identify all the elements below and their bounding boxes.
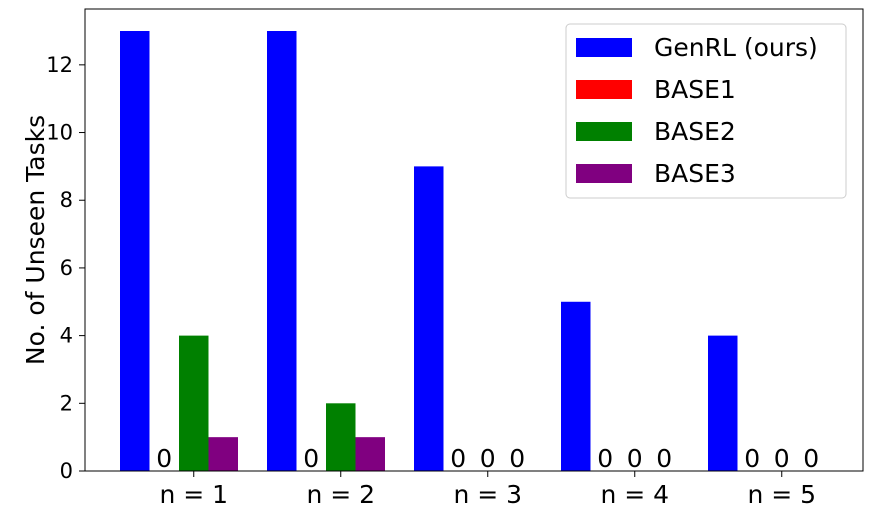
x-tick-label: n = 4	[600, 480, 669, 509]
bar-genrl-ours-5	[708, 335, 738, 471]
zero-value-label: 0	[627, 444, 643, 473]
y-tick-label: 2	[60, 391, 73, 415]
zero-value-label: 0	[509, 444, 525, 473]
legend-label: GenRL (ours)	[654, 33, 818, 62]
bar-genrl-ours-2	[267, 31, 297, 471]
legend-swatch	[576, 122, 632, 141]
plot-frame	[84, 8, 864, 472]
zero-value-label: 0	[803, 444, 819, 473]
zero-value-label: 0	[656, 444, 672, 473]
zero-value-label: 0	[744, 444, 760, 473]
legend-label: BASE1	[654, 75, 736, 104]
y-tick-label: 12	[46, 53, 73, 77]
legend-label: BASE3	[654, 159, 736, 188]
x-tick-label: n = 2	[306, 480, 375, 509]
y-tick-label: 10	[46, 121, 73, 145]
x-tick-label: n = 5	[747, 480, 816, 509]
bar-genrl-ours-1	[120, 31, 150, 471]
legend-swatch	[576, 38, 632, 57]
y-tick-label: 0	[60, 459, 73, 483]
zero-value-label: 0	[597, 444, 613, 473]
y-tick-label: 6	[60, 256, 73, 280]
bar-base2-1	[179, 335, 209, 471]
y-tick-label: 8	[60, 188, 73, 212]
zero-value-label: 0	[303, 444, 319, 473]
bars-layer	[120, 31, 738, 471]
x-tick-label: n = 1	[159, 480, 228, 509]
bar-genrl-ours-3	[414, 166, 444, 471]
zero-value-label: 0	[480, 444, 496, 473]
legend-label: BASE2	[654, 117, 736, 146]
legend: GenRL (ours) BASE1 BASE2 BASE3	[565, 23, 847, 199]
y-tick-label: 4	[60, 324, 73, 348]
x-axis: n = 1 n = 2 n = 3 n = 4 n = 5	[159, 471, 816, 509]
bar-base3-1	[208, 437, 238, 471]
bar-base3-2	[355, 437, 385, 471]
y-axis: 0 2 4 6 8 10 12	[46, 53, 85, 483]
zero-value-label: 0	[450, 444, 466, 473]
x-tick-label: n = 3	[453, 480, 522, 509]
bar-base2-2	[326, 403, 356, 471]
zero-value-label: 0	[774, 444, 790, 473]
y-axis-label: No. of Unseen Tasks	[21, 115, 50, 365]
bar-genrl-ours-4	[561, 301, 591, 471]
zero-value-label: 0	[156, 444, 172, 473]
legend-swatch	[576, 80, 632, 99]
legend-box	[565, 23, 847, 199]
legend-swatch	[576, 164, 632, 183]
